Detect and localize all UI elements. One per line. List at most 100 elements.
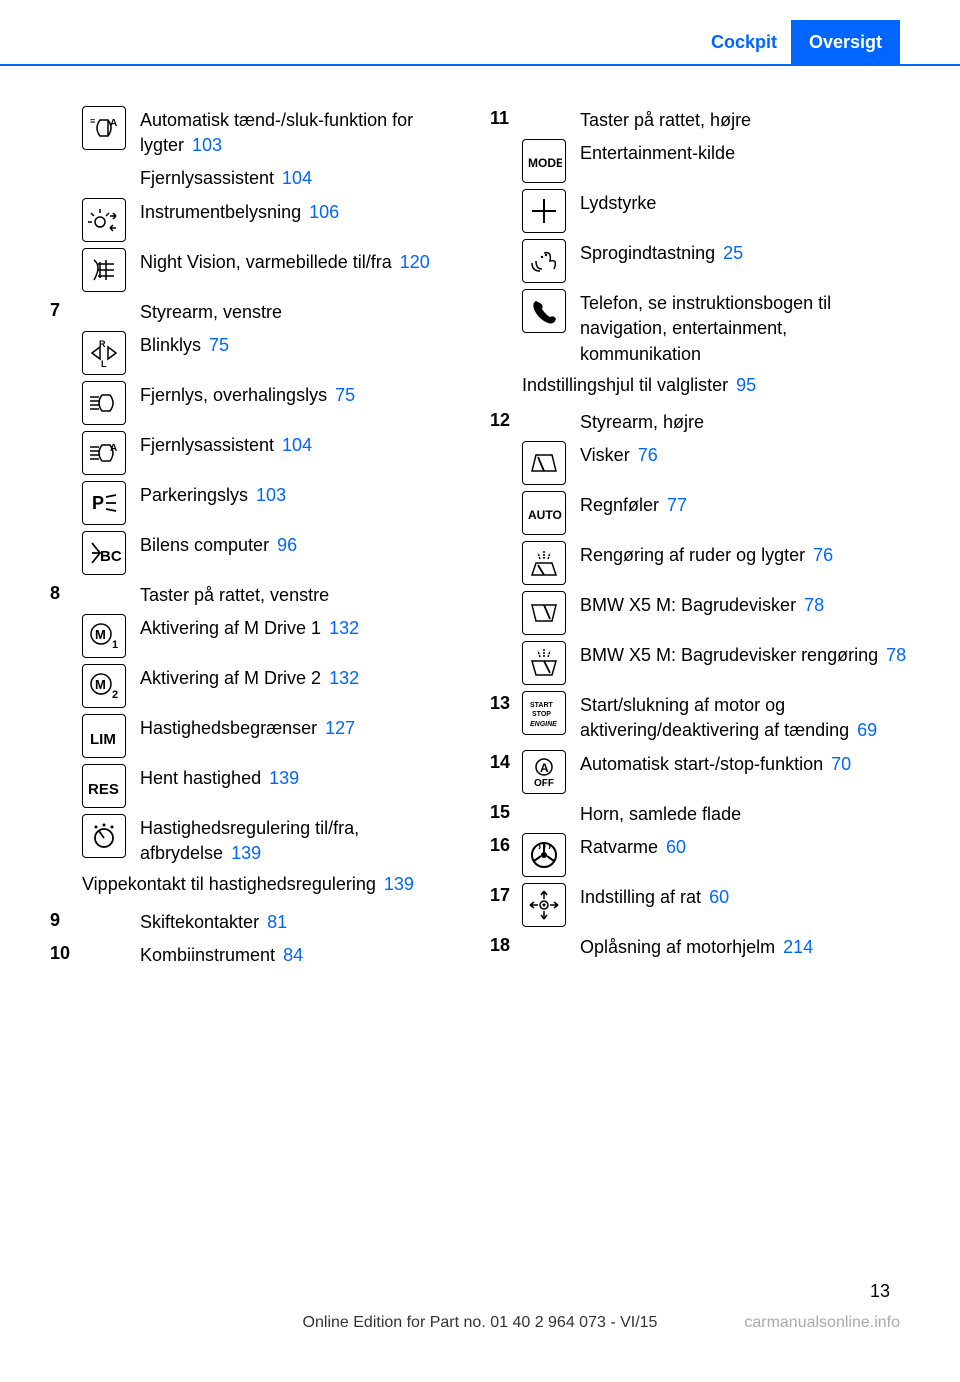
- item-text: Aktivering af M Drive 2132: [140, 664, 470, 691]
- list-entry: LIMHastighedsbegrænser127: [50, 714, 470, 758]
- item-text: Bilens computer96: [140, 531, 470, 558]
- page-ref[interactable]: 104: [282, 168, 312, 188]
- list-entry: 9Skiftekontakter81: [50, 908, 470, 935]
- page-ref[interactable]: 96: [277, 535, 297, 555]
- page-ref[interactable]: 77: [667, 495, 687, 515]
- page-ref[interactable]: 104: [282, 435, 312, 455]
- svg-text:START: START: [530, 702, 554, 709]
- item-text: Blinklys75: [140, 331, 470, 358]
- list-entry: RESHent hastighed139: [50, 764, 470, 808]
- page-ref[interactable]: 106: [309, 202, 339, 222]
- header-section: Cockpit: [697, 32, 791, 53]
- page-ref[interactable]: 60: [709, 887, 729, 907]
- content-area: ≡AAutomatisk tænd-/sluk-funktion for lyg…: [0, 66, 960, 974]
- item-text: Oplåsning af motorhjelm214: [580, 933, 910, 960]
- page-ref[interactable]: 103: [192, 135, 222, 155]
- list-entry: AFjernlysassistent104: [50, 431, 470, 475]
- icon-column: [522, 591, 580, 635]
- item-text: Automatisk start-/stop-funktion70: [580, 750, 910, 777]
- icon-column: [522, 541, 580, 585]
- item-text: Fjernlys, overhalingslys75: [140, 381, 470, 408]
- page-ref[interactable]: 95: [736, 375, 756, 395]
- washer-icon: [522, 541, 566, 585]
- item-text: Instrumentbelysning106: [140, 198, 470, 225]
- icon-column: M1: [82, 614, 140, 658]
- icon-column: [522, 883, 580, 927]
- page-ref[interactable]: 127: [325, 718, 355, 738]
- item-text: Hastighedsbegrænser127: [140, 714, 470, 741]
- svg-text:P: P: [92, 493, 104, 513]
- icon-column: MODE: [522, 139, 580, 183]
- item-number: [50, 714, 82, 716]
- item-text: Regnføler77: [580, 491, 910, 518]
- page-ref[interactable]: 132: [329, 618, 359, 638]
- list-entry: Visker76: [490, 441, 910, 485]
- page-ref[interactable]: 78: [804, 595, 824, 615]
- list-entry: AUTO Regnføler77: [490, 491, 910, 535]
- page-ref[interactable]: 75: [335, 385, 355, 405]
- icon-column: [82, 381, 140, 425]
- list-entry: 13STARTSTOPENGINEStart/slukning af motor…: [490, 691, 910, 743]
- svg-text:M: M: [95, 627, 106, 642]
- item-number: 11: [490, 106, 522, 129]
- item-text: Hent hastighed139: [140, 764, 470, 791]
- item-number: 12: [490, 408, 522, 431]
- m2-icon: M2: [82, 664, 126, 708]
- item-text: Rengøring af ruder og lygter76: [580, 541, 910, 568]
- item-number: [490, 239, 522, 241]
- page-ref[interactable]: 76: [813, 545, 833, 565]
- item-number: 15: [490, 800, 522, 823]
- phone-icon: [522, 289, 566, 333]
- item-number: 7: [50, 298, 82, 321]
- page-ref[interactable]: 139: [269, 768, 299, 788]
- page-ref[interactable]: 60: [666, 837, 686, 857]
- page-ref[interactable]: 139: [231, 843, 261, 863]
- page-ref[interactable]: 69: [857, 720, 877, 740]
- item-number: [490, 441, 522, 443]
- item-text: BMW X5 M: Bagrudevisker78: [580, 591, 910, 618]
- list-entry: 8Taster på rattet, venstre: [50, 581, 470, 608]
- list-entry: PParkeringslys103: [50, 481, 470, 525]
- item-text: Night Vision, varmebillede til/fra120: [140, 248, 470, 275]
- svg-text:1: 1: [112, 639, 118, 651]
- page-ref[interactable]: 214: [783, 937, 813, 957]
- page-ref[interactable]: 139: [384, 874, 414, 894]
- item-number: [50, 531, 82, 533]
- page-ref[interactable]: 120: [400, 252, 430, 272]
- item-number: [490, 139, 522, 141]
- item-number: 10: [50, 941, 82, 964]
- item-text: Visker76: [580, 441, 910, 468]
- svg-text:A: A: [110, 443, 117, 454]
- list-entry: 16Ratvarme60: [490, 833, 910, 877]
- icon-column: [82, 814, 140, 858]
- item-text: Start/slukning af motor og aktivering/de…: [580, 691, 910, 743]
- list-entry: 10Kombiinstrument84: [50, 941, 470, 968]
- item-text: Taster på rattet, venstre: [140, 581, 470, 608]
- page-ref[interactable]: 70: [831, 754, 851, 774]
- list-entry: Fjernlys, overhalingslys75: [50, 381, 470, 425]
- list-entry: 12Styrearm, højre: [490, 408, 910, 435]
- list-entry: Night Vision, varmebillede til/fra120: [50, 248, 470, 292]
- page-ref[interactable]: 25: [723, 243, 743, 263]
- right-column: 11Taster på rattet, højre MODE Entertainme…: [490, 106, 910, 974]
- item-text: Entertainment-kilde: [580, 139, 910, 166]
- list-entry: 11Taster på rattet, højre: [490, 106, 910, 133]
- page-ref[interactable]: 81: [267, 912, 287, 932]
- page-ref[interactable]: 132: [329, 668, 359, 688]
- svg-text:BC: BC: [100, 548, 122, 565]
- page-ref[interactable]: 103: [256, 485, 286, 505]
- svg-text:L: L: [101, 359, 107, 369]
- page-ref[interactable]: 75: [209, 335, 229, 355]
- a-off-icon: AOFF: [522, 750, 566, 794]
- start-stop-icon: STARTSTOPENGINE: [522, 691, 566, 735]
- svg-text:AUTO: AUTO: [528, 508, 562, 522]
- item-text: Indstilling af rat60: [580, 883, 910, 910]
- svg-text:M: M: [95, 677, 106, 692]
- page-ref[interactable]: 76: [638, 445, 658, 465]
- page-ref[interactable]: 78: [886, 645, 906, 665]
- mode-icon: MODE: [522, 139, 566, 183]
- page-ref[interactable]: 84: [283, 945, 303, 965]
- svg-text:A: A: [110, 118, 117, 129]
- item-text: Skiftekontakter81: [140, 908, 470, 935]
- auto-icon: AUTO: [522, 491, 566, 535]
